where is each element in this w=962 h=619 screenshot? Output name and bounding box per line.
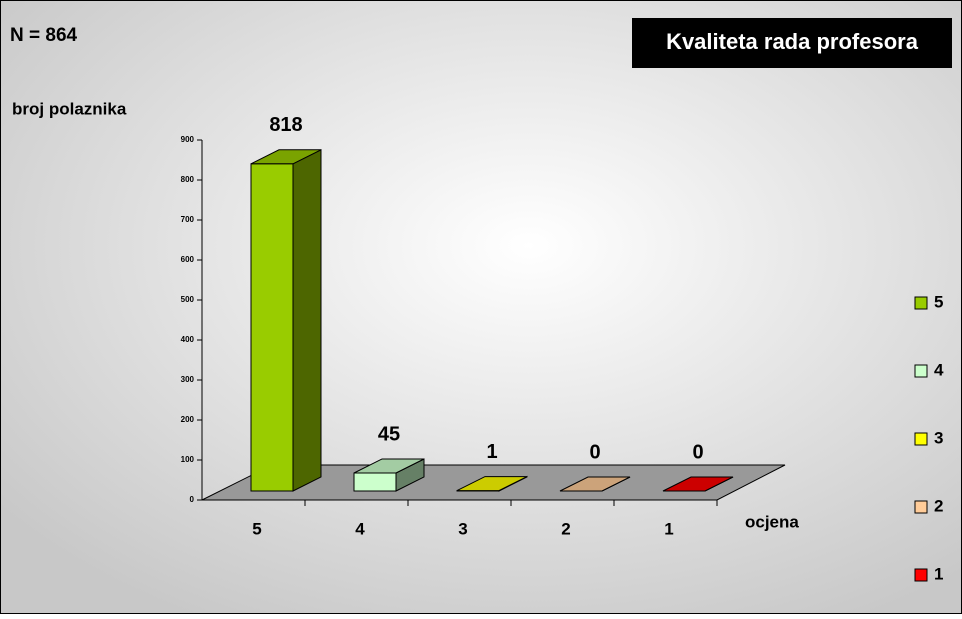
value-label: 45 [378,423,400,445]
y-tick-label: 0 [190,495,195,504]
legend-swatch [915,433,927,445]
legend-swatch [915,501,927,513]
chart-title: Kvaliteta rada profesora [666,29,919,54]
y-axis-label: broj polaznika [12,99,127,118]
legend-label: 4 [934,360,944,379]
y-tick-label: 100 [181,455,195,464]
bar-front [354,473,396,491]
value-label: 0 [692,441,703,463]
y-tick-label: 300 [181,375,195,384]
annotation: N = 864 [10,25,78,46]
y-tick-label: 800 [181,175,195,184]
value-label: 0 [589,441,600,463]
x-tick-label: 5 [252,519,261,538]
y-tick-label: 900 [181,135,195,144]
x-axis-label: ocjena [745,512,799,531]
x-tick-label: 2 [561,519,570,538]
legend-swatch [915,365,927,377]
value-label: 818 [269,114,302,136]
value-label: 1 [486,441,497,463]
y-tick-label: 200 [181,415,195,424]
legend-label: 1 [934,564,943,583]
legend-swatch [915,297,927,309]
legend-label: 5 [934,292,943,311]
y-tick-label: 700 [181,215,195,224]
x-tick-label: 4 [355,519,365,538]
legend-label: 2 [934,496,943,515]
x-tick-label: 3 [458,519,467,538]
x-tick-label: 1 [664,519,673,538]
legend-swatch [915,569,927,581]
bar-side [293,150,321,491]
y-tick-label: 500 [181,295,195,304]
legend-label: 3 [934,428,943,447]
y-tick-label: 400 [181,335,195,344]
bar-front [251,164,293,491]
y-tick-label: 600 [181,255,195,264]
